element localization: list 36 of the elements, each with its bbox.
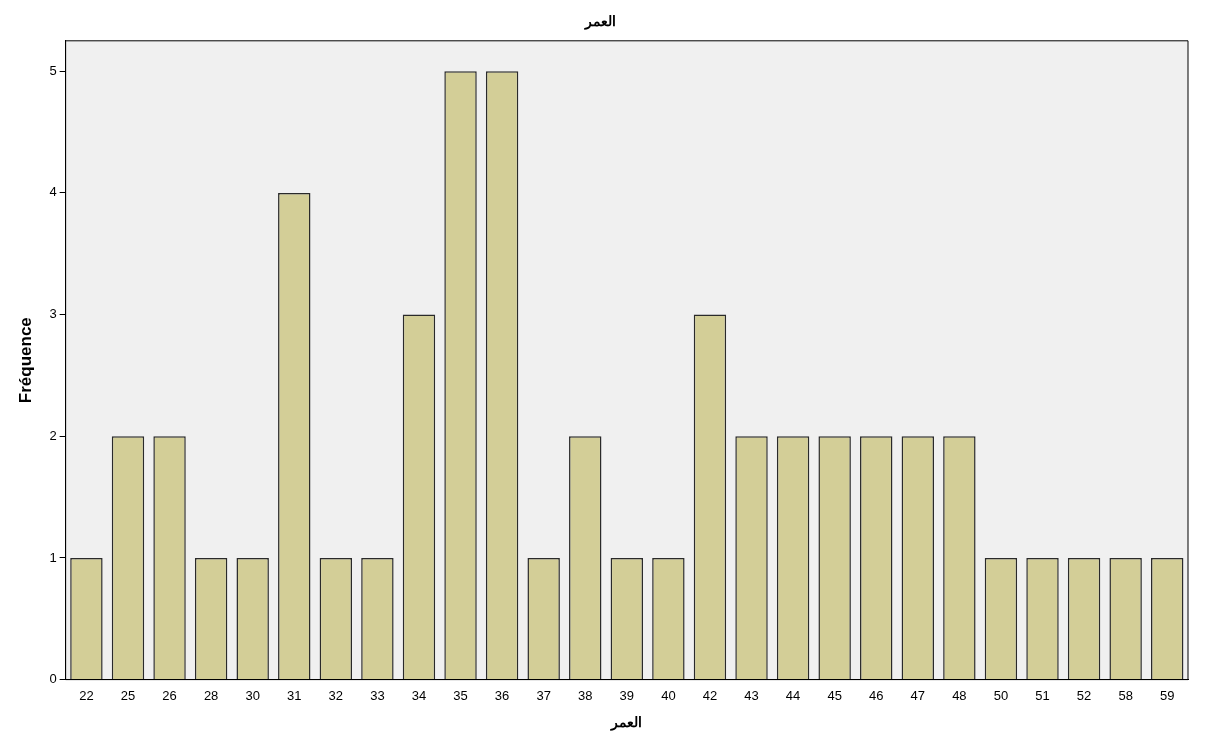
x-tick-label: 25 — [120, 687, 136, 703]
x-tick-label: 37 — [536, 687, 551, 703]
x-tick-label: 36 — [494, 687, 510, 703]
x-tick-label: 35 — [453, 687, 468, 703]
y-axis-title: Fréquence — [15, 317, 35, 404]
x-tick-label: 39 — [619, 687, 635, 703]
x-tick-label: 52 — [1076, 687, 1092, 703]
x-tick-label: 58 — [1118, 687, 1133, 703]
x-tick-label: 45 — [827, 687, 842, 703]
x-tick-label: 59 — [1159, 687, 1175, 703]
x-tick-label: 46 — [869, 687, 884, 703]
x-tick-label: 43 — [744, 687, 759, 703]
x-tick-label: 51 — [1035, 687, 1050, 703]
x-tick-label: 22 — [79, 687, 94, 703]
x-tick-label: 40 — [661, 687, 676, 703]
x-tick-label: 47 — [910, 687, 926, 703]
y-tick-label: 1 — [49, 549, 57, 565]
x-tick-label: 48 — [952, 687, 967, 703]
x-tick-label: 34 — [411, 687, 427, 703]
x-tick-label: 32 — [328, 687, 344, 703]
x-axis-title: العمر — [610, 714, 643, 732]
x-tick-label: 50 — [993, 687, 1009, 703]
chart-title: العمر — [583, 13, 616, 31]
x-tick-label: 42 — [702, 687, 718, 703]
x-tick-label: 31 — [287, 687, 302, 703]
y-tick-label: 4 — [49, 184, 57, 200]
x-tick-label: 26 — [162, 687, 177, 703]
y-tick-label: 2 — [49, 427, 57, 443]
x-tick-label: 44 — [785, 687, 801, 703]
x-tick-label: 30 — [245, 687, 260, 703]
x-tick-label: 38 — [578, 687, 593, 703]
y-tick-label: 5 — [49, 62, 57, 78]
y-tick-label: 3 — [49, 306, 57, 322]
x-tick-label: 28 — [203, 687, 219, 703]
y-tick-label: 0 — [49, 671, 57, 687]
x-tick-label: 33 — [370, 687, 385, 703]
